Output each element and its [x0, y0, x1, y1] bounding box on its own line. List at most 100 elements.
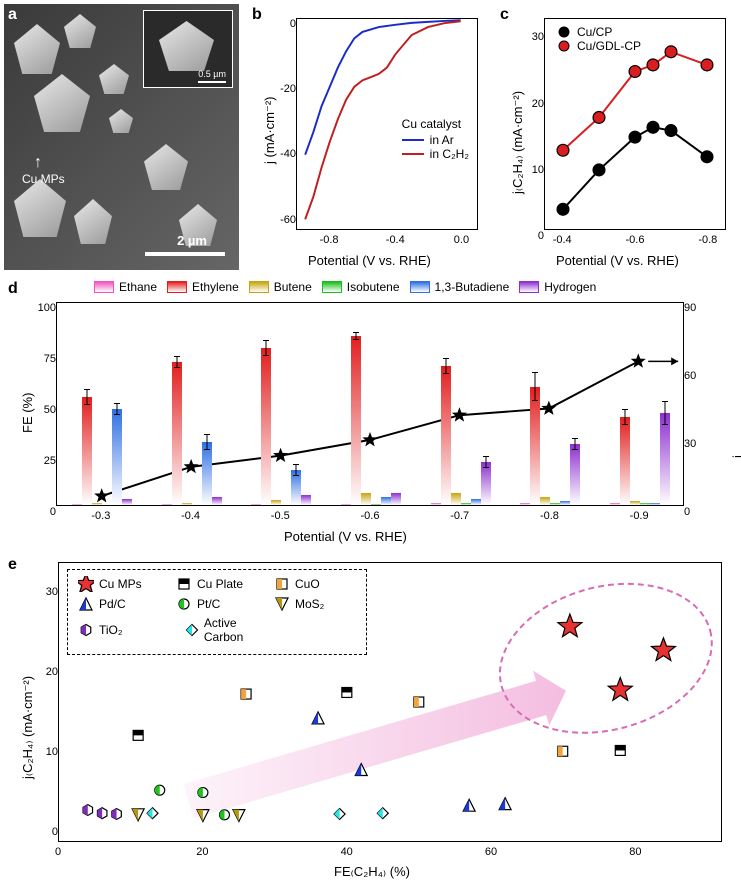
ytick-right: 60: [684, 370, 696, 382]
legend-b: Cu catalyst in Ar in C₂H₂: [402, 117, 469, 161]
bar: [640, 503, 650, 505]
bar: [341, 504, 351, 505]
bar: [630, 501, 640, 505]
sem-image: a Cu MPs 0.5 µm 2 µm: [4, 4, 239, 270]
plot-b: Cu catalyst in Ar in C₂H₂: [296, 18, 478, 230]
ytick: 20: [532, 98, 544, 110]
ytick-left: 75: [44, 353, 56, 365]
bar: [351, 336, 361, 505]
ytick-left: 0: [50, 506, 56, 518]
legend-item: Active Carbon: [184, 616, 274, 644]
cu-mps-label: Cu MPs: [22, 154, 65, 186]
legend-c-s1: Cu/GDL-CP: [577, 39, 641, 53]
bar: [212, 497, 222, 505]
xtick: -0.4: [386, 234, 405, 246]
bar: [660, 413, 670, 505]
sem-inset: 0.5 µm: [143, 10, 233, 88]
xtick: 80: [629, 846, 641, 858]
legend-item: Ethylene: [167, 280, 239, 294]
panel-e: e Cu MPs Cu Plate CuO Pd/C Pt/C MoS₂ TiO₂ Activ…: [4, 554, 736, 882]
plot-d: [56, 302, 684, 506]
legend-label: Butene: [274, 280, 312, 294]
xlabel-d: Potential (V vs. RHE): [284, 529, 407, 544]
xtick: -0.7: [450, 510, 469, 522]
plot-c: Cu/CP Cu/GDL-CP: [544, 18, 726, 230]
ytick: 0: [538, 230, 544, 242]
legend-label: Pd/C: [99, 597, 126, 611]
bar: [540, 497, 550, 505]
xtick: -0.5: [271, 510, 290, 522]
legend-item: MoS₂: [274, 596, 356, 612]
bar: [530, 387, 540, 505]
legend-item: Pt/C: [176, 596, 258, 612]
bar: [92, 503, 102, 505]
bar: [620, 417, 630, 505]
bar: [82, 397, 92, 505]
main-scale-bar: [145, 252, 225, 256]
ytick: -20: [280, 83, 296, 95]
ylabel-e: j₍C₂H₄₎ (mA·cm⁻²): [20, 676, 36, 779]
ytick-left: 25: [44, 455, 56, 467]
bar: [182, 503, 192, 505]
xtick: 60: [485, 846, 497, 858]
bar: [172, 362, 182, 505]
ytick: 10: [46, 746, 58, 758]
panel-d: d EthaneEthyleneButeneIsobutene1,3-Butad…: [4, 278, 736, 546]
legend-c: Cu/CP Cu/GDL-CP: [557, 25, 641, 53]
legend-item: Hydrogen: [519, 280, 596, 294]
ytick-left: 50: [44, 404, 56, 416]
xtick: -0.8: [320, 234, 339, 246]
legend-item: Isobutene: [322, 280, 400, 294]
legend-item: CuO: [274, 576, 356, 592]
bar: [301, 495, 311, 505]
legend-label: Cu Plate: [197, 577, 243, 591]
panel-label-c: c: [500, 6, 509, 24]
bar: [291, 470, 301, 505]
ytick: 30: [532, 31, 544, 43]
ylabel-b: j (mA·cm⁻²): [262, 96, 278, 164]
ytick-left: 100: [38, 302, 56, 314]
bar: [271, 500, 281, 505]
legend-item: TiO₂: [78, 616, 168, 644]
legend-c-s0: Cu/CP: [577, 25, 612, 39]
ytick: 30: [46, 586, 58, 598]
legend-label: CuO: [295, 577, 320, 591]
bar: [112, 409, 122, 505]
ytick: 20: [46, 666, 58, 678]
legend-item: Cu MPs: [78, 576, 160, 592]
bar: [441, 366, 451, 505]
ylabel-c: j₍C₂H₄₎ (mA·cm⁻²): [510, 91, 526, 194]
bar: [461, 503, 471, 505]
legend-label: Active Carbon: [204, 616, 274, 644]
xtick: -0.3: [91, 510, 110, 522]
legend-item: Butene: [249, 280, 312, 294]
legend-e: Cu MPs Cu Plate CuO Pd/C Pt/C MoS₂ TiO₂ Active …: [67, 569, 367, 655]
ylabel-d-right: j (mA·cm⁻²): [730, 397, 741, 458]
bar: [520, 503, 530, 505]
xtick: 0.0: [454, 234, 469, 246]
inset-scale-bar: [198, 81, 226, 83]
xtick: -0.8: [540, 510, 559, 522]
bar: [202, 442, 212, 505]
bar: [570, 444, 580, 505]
xlabel-c: Potential (V vs. RHE): [556, 253, 679, 268]
panel-label-e: e: [8, 556, 17, 574]
xtick: -0.9: [630, 510, 649, 522]
bar: [72, 504, 82, 505]
legend-b-s1: in C₂H₂: [430, 147, 469, 161]
main-scale-text: 2 µm: [177, 233, 207, 248]
bar: [550, 503, 560, 505]
panel-c: c Cu/CP Cu/GDL-CP j₍C₂H₄₎ (mA·cm⁻²) Pote…: [496, 4, 736, 270]
xlabel-b: Potential (V vs. RHE): [308, 253, 431, 268]
ytick: 0: [52, 826, 58, 838]
legend-label: MoS₂: [295, 597, 324, 611]
xtick: -0.4: [553, 234, 572, 246]
legend-item: Cu Plate: [176, 576, 258, 592]
legend-b-title: Cu catalyst: [402, 117, 469, 131]
ytick: 10: [532, 164, 544, 176]
bar: [650, 503, 660, 505]
bar: [391, 493, 401, 505]
bar: [610, 503, 620, 505]
xtick: 20: [196, 846, 208, 858]
panel-label-b: b: [252, 6, 262, 24]
